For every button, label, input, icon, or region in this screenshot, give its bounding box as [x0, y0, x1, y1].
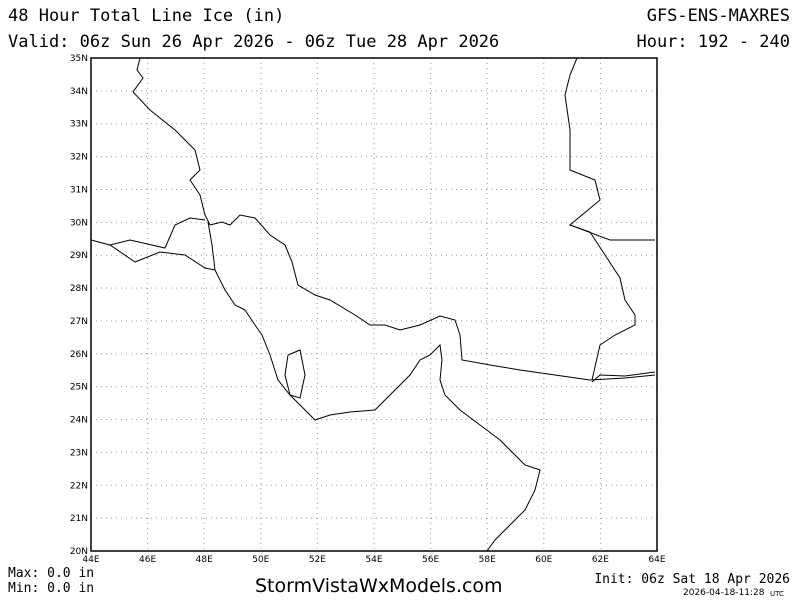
iran-coast — [209, 214, 656, 381]
lat-label: 23N — [70, 448, 88, 458]
lon-label: 54E — [365, 555, 382, 565]
iran-iraq-border — [132, 57, 211, 226]
lat-label: 30N — [70, 218, 88, 228]
lat-label: 27N — [70, 317, 88, 327]
lon-label: 44E — [82, 555, 99, 565]
lon-label: 60E — [535, 555, 552, 565]
lon-label: 48E — [196, 555, 213, 565]
init-time: Init: 06z Sat 18 Apr 2026 — [594, 572, 790, 587]
lat-label: 31N — [70, 185, 88, 195]
pakistan-coast — [591, 371, 656, 383]
lat-label: 34N — [70, 87, 88, 97]
arabian-coast — [207, 221, 541, 552]
lat-label: 22N — [70, 481, 88, 491]
iraq-saudi-border — [109, 217, 206, 249]
qatar — [284, 349, 306, 399]
lat-label: 26N — [70, 350, 88, 360]
lon-label: 56E — [422, 555, 439, 565]
timezone: UTC — [770, 590, 784, 598]
forecast-hour: Hour: 192 - 240 — [636, 32, 790, 52]
lat-label: 25N — [70, 383, 88, 393]
lat-label: 35N — [70, 54, 88, 64]
lon-label: 50E — [252, 555, 269, 565]
valid-range: Valid: 06z Sun 26 Apr 2026 - 06z Tue 28 … — [8, 32, 500, 52]
title: 48 Hour Total Line Ice (in) — [8, 6, 285, 26]
coastlines — [90, 57, 656, 552]
site: StormVistaWxModels.com — [255, 575, 503, 597]
lon-label: 58E — [479, 555, 496, 565]
timestamp: 2026-04-18-11:28 — [683, 588, 765, 598]
lat-label: 32N — [70, 153, 88, 163]
model: GFS-ENS-MAXRES — [646, 6, 790, 26]
lon-label: 52E — [309, 555, 326, 565]
iran-pakistan-border — [569, 224, 636, 381]
afghan-border — [564, 57, 655, 241]
grid — [91, 58, 657, 551]
lon-label: 64E — [648, 555, 665, 565]
lat-label: 33N — [70, 120, 88, 130]
lat-label: 28N — [70, 284, 88, 294]
map-frame — [90, 57, 658, 552]
min-value: Min: 0.0 in — [8, 581, 95, 596]
lon-label: 46E — [139, 555, 156, 565]
max-value: Max: 0.0 in — [8, 566, 95, 581]
lat-label: 29N — [70, 251, 88, 261]
lon-label: 62E — [592, 555, 609, 565]
lat-label: 20N — [70, 547, 88, 557]
lat-label: 24N — [70, 416, 88, 426]
lat-label: 21N — [70, 514, 88, 524]
